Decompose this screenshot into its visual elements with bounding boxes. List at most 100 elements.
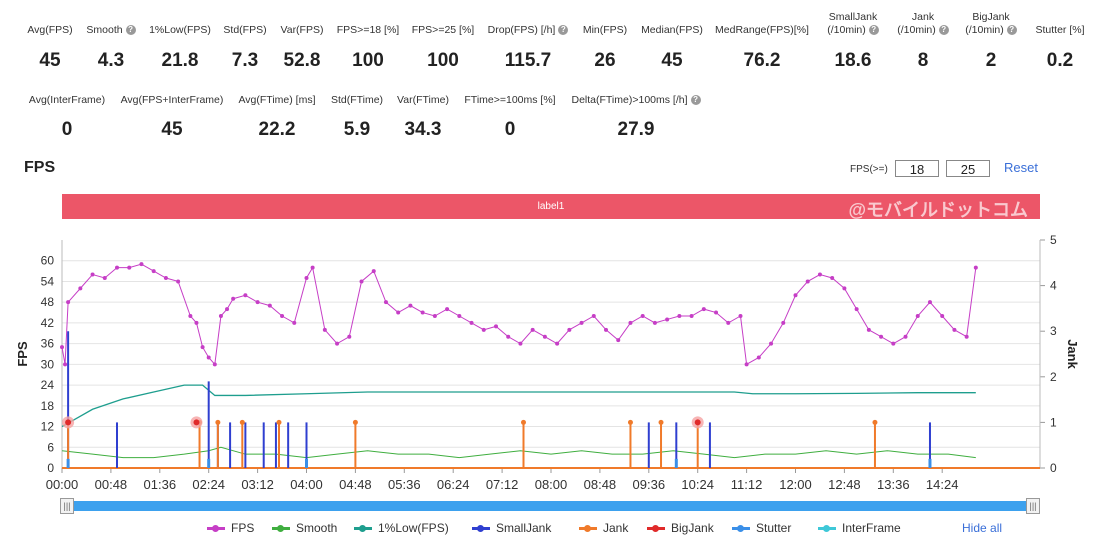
stat-stats_row1-11: SmallJank (/10min)? 18.6 [783,11,923,74]
threshold-low-input[interactable]: 18 [895,160,939,177]
fps-point [964,334,969,339]
stat-label: Avg(FTime) [ms] [207,94,347,107]
help-icon[interactable]: ? [938,25,949,36]
fps-point [60,345,64,350]
y2-tick-label: 2 [1050,370,1057,384]
legend-swatch [272,525,290,533]
stat-label: Avg(FPS+InterFrame) [102,94,242,107]
fps-point [243,293,248,298]
fps-point [304,276,309,280]
fps-point [267,303,272,308]
jank-point [352,419,358,425]
x-tick-label: 10:24 [681,477,714,492]
legend-item-jank[interactable]: Jank [579,521,628,535]
legend-item-stutter[interactable]: Stutter [732,521,791,535]
stat-label-sub: (/10min) [965,24,1004,36]
legend-label: SmallJank [496,521,552,535]
help-icon[interactable]: ? [558,25,569,36]
y2-tick-label: 3 [1050,324,1057,338]
stat-label-text: FPS>=25 [%] [411,24,475,36]
fps-point [915,314,920,318]
stat-label-text: Avg(FPS) [27,24,73,36]
legend-item-interframe[interactable]: InterFrame [818,521,901,535]
stat-value: 45 [39,50,61,71]
stat-label-text: Var(FTime) [397,94,449,106]
y2-tick-label: 4 [1050,279,1057,293]
stat-label-text: Std(FPS) [223,24,267,36]
legend-label: BigJank [671,521,714,535]
y-tick-label: 18 [41,399,55,413]
fps-point [952,327,957,332]
stat-stats_row2-4: Var(FTime) 34.3 [353,94,493,143]
legend-item-bigjank[interactable]: BigJank [647,521,714,535]
stat-label: Smooth? [41,24,181,37]
threshold-high-input[interactable]: 25 [946,160,990,177]
stat-stats_row1-14: Stutter [%] 0.2 [990,24,1100,74]
stat-stats_row1-4: Var(FPS) 52.8 [232,24,372,74]
stat-label: Var(FTime) [353,94,493,107]
legend-item-fps[interactable]: FPS [207,521,254,535]
fps-point [830,276,835,280]
stat-label: MedRange(FPS)[%] [692,24,832,37]
fps-point [756,355,761,360]
range-scrollbar[interactable]: ||| ||| [60,498,1040,514]
fps-point [408,303,413,308]
stat-stats_row1-3: Std(FPS) 7.3 [175,24,315,74]
stat-label: Var(FPS) [232,24,372,37]
help-icon[interactable]: ? [868,25,879,36]
hide-all-button[interactable]: Hide all [962,521,1003,535]
stat-label: Drop(FPS) [/h]? [458,24,598,37]
range-track[interactable] [68,501,1032,511]
stat-value: 100 [352,50,384,71]
fps-point [665,317,670,322]
series-smooth [61,446,976,459]
stat-label-text: 1%Low(FPS) [149,24,211,36]
series-fps [61,263,977,366]
legend-swatch [472,525,490,533]
legend-item-smalljank[interactable]: SmallJank [472,521,551,535]
range-handle-right[interactable]: ||| [1026,498,1040,514]
fps-point [714,310,719,315]
help-icon[interactable]: ? [1006,25,1017,36]
legend-item-smooth[interactable]: Smooth [272,521,337,535]
range-handle-left[interactable]: ||| [60,498,74,514]
y2-tick-label: 0 [1050,461,1057,475]
stat-label-text: Avg(FPS+InterFrame) [120,94,224,106]
y-tick-label: 54 [41,274,55,288]
stat-label: SmallJank (/10min)? [783,11,923,37]
fps-point [383,300,388,305]
reset-button[interactable]: Reset [1004,160,1038,175]
stat-label: Median(FPS) [602,24,742,37]
stat-label-text: Std(FTime) [330,94,384,106]
stat-label: Jank (/10min)? [853,11,993,37]
stat-stats_row1-6: FPS>=25 [%] 100 [373,24,513,74]
fps-point [322,327,327,332]
legend-label: Smooth [296,521,338,535]
stat-value: 7.3 [231,50,259,71]
fps-point [457,314,462,318]
stat-label-text: Avg(InterFrame) [28,94,106,106]
jank-point [627,419,633,425]
fps-point [206,355,211,360]
legend-item-1-low-fps-[interactable]: 1%Low(FPS) [354,521,449,535]
bigjank-point [193,419,200,426]
stat-label-text: MedRange(FPS)[%] [715,24,809,36]
legend-swatch [818,525,836,533]
fps-point [432,314,437,318]
stat-stats_row1-2: 1%Low(FPS) 21.8 [110,24,250,74]
y-tick-label: 6 [47,440,54,454]
stat-label: Min(FPS) [535,24,675,37]
fps-point [530,327,535,332]
help-icon[interactable]: ? [690,95,701,106]
fps-point [493,324,498,329]
stat-label-text: Avg(FTime) [ms] [238,94,316,106]
x-tick-label: 00:00 [46,477,79,492]
help-icon[interactable]: ? [125,25,136,36]
fps-point [506,334,511,339]
label-bar: label1 @モバイルドットコム [62,194,1040,220]
fps-point [738,314,743,318]
fps-point [604,327,609,332]
fps-point [163,276,168,280]
fps-point [591,314,596,318]
fps-point [769,341,774,346]
